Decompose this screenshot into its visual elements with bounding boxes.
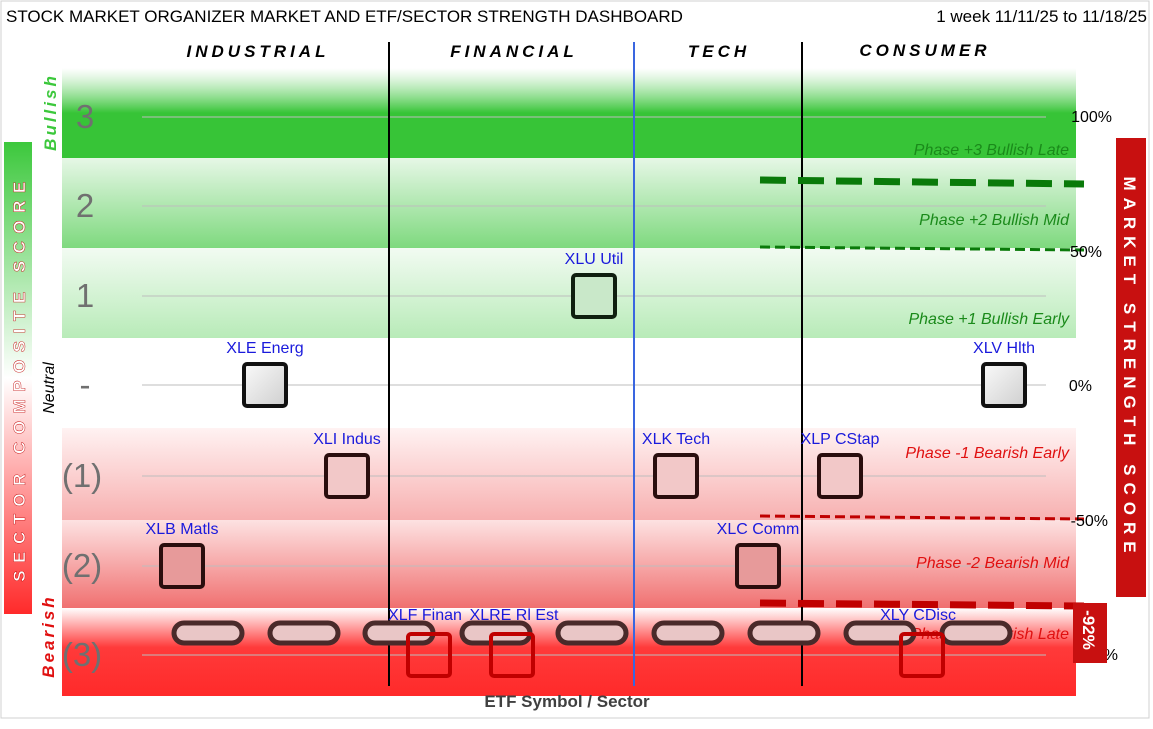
score-level-label: (3) xyxy=(62,636,102,673)
zone-label-bearish: Bearish xyxy=(39,594,58,677)
sector-header-industrial: INDUSTRIAL xyxy=(187,42,330,61)
band-bear-2 xyxy=(62,520,1076,608)
market-strength-value: -92% xyxy=(1079,610,1098,650)
score-level-label: - xyxy=(80,366,91,403)
score-level-labels: 3 2 1 - (1) (2) (3) xyxy=(62,98,102,673)
etf-point-box xyxy=(735,543,781,589)
phase-line-bull-upper xyxy=(759,176,1085,188)
etf-point-box xyxy=(571,273,617,319)
score-level-label: 2 xyxy=(76,187,94,224)
market-strength-bar xyxy=(1116,138,1146,597)
etf-point-box xyxy=(159,543,205,589)
right-tick-100-top: 100% xyxy=(1071,109,1112,126)
bearish-late-pill xyxy=(747,620,821,646)
etf-point-label: XLY CDisc xyxy=(880,607,956,624)
period-label: 1 week 11/11/25 to 11/18/25 xyxy=(936,7,1147,26)
phase-line-bull-lower xyxy=(759,245,1085,252)
band-bear-1 xyxy=(62,428,1076,520)
dashboard-title: STOCK MARKET ORGANIZER MARKET AND ETF/SE… xyxy=(6,7,683,26)
band-bull-2 xyxy=(62,158,1076,248)
etf-point-label: XLK Tech xyxy=(642,431,710,448)
zone-label-neutral: Neutral xyxy=(41,362,58,414)
phase-line-bear-lower xyxy=(759,599,1085,610)
composite-score-axis-label: SECTOR COMPOSITE SCORE xyxy=(10,174,29,581)
etf-point-box xyxy=(324,453,370,499)
market-strength-axis-label: MARKET STRENGTH SCORE xyxy=(1120,176,1139,559)
sector-header-consumer: CONSUMER xyxy=(859,41,990,60)
phase-label-bull-3: Phase +3 Bullish Late xyxy=(914,142,1069,159)
bearish-late-pill xyxy=(267,620,341,646)
phase-line-bear-upper xyxy=(759,514,1085,521)
bearish-late-markers xyxy=(171,620,1013,646)
phase-label-bear-2: Phase -2 Bearish Mid xyxy=(916,555,1070,572)
bearish-late-pill xyxy=(555,620,629,646)
etf-point-label: XLC Comm xyxy=(717,521,800,538)
right-tick-minus-50: -50% xyxy=(1071,513,1108,530)
bearish-late-pill xyxy=(171,620,245,646)
etf-point-box xyxy=(899,632,945,678)
etf-point-label: XLP CStap xyxy=(801,431,880,448)
score-level-label: (1) xyxy=(62,457,102,494)
etf-point-box xyxy=(489,632,535,678)
etf-point-label: XLV Hlth xyxy=(973,340,1035,357)
score-level-label: (2) xyxy=(62,547,102,584)
market-strength-marker xyxy=(1073,603,1107,663)
zone-label-bullish: Bullish xyxy=(41,73,60,151)
bearish-late-pill xyxy=(939,620,1013,646)
bearish-late-pill xyxy=(651,620,725,646)
score-level-label: 3 xyxy=(76,98,94,135)
phase-label-bear-1: Phase -1 Bearish Early xyxy=(905,445,1070,462)
etf-points: XLU Util XLE Energ XLV Hlth XLI Indus XLK Te… xyxy=(146,251,1035,678)
etf-point-label: XLU Util xyxy=(565,251,624,268)
etf-point-label: XLI Indus xyxy=(313,431,381,448)
etf-point-label: XLRE Rl Est xyxy=(470,607,559,624)
composite-score-bar xyxy=(4,142,32,614)
etf-point-box xyxy=(817,453,863,499)
phase-label-bull-1: Phase +1 Bullish Early xyxy=(908,311,1070,328)
x-axis-label: ETF Symbol / Sector xyxy=(484,692,650,711)
right-tick-50: 50% xyxy=(1070,244,1102,261)
phase-label-bull-2: Phase +2 Bullish Mid xyxy=(919,212,1070,229)
etf-point-label: XLF Finan xyxy=(388,607,462,624)
etf-point-box xyxy=(653,453,699,499)
etf-point-box xyxy=(406,632,452,678)
right-tick-0: 0% xyxy=(1069,378,1092,395)
etf-point-label: XLE Energ xyxy=(226,340,303,357)
band-bull-1 xyxy=(62,248,1076,338)
score-level-label: 1 xyxy=(76,277,94,314)
sector-header-tech: TECH xyxy=(688,42,750,61)
score-bands xyxy=(62,68,1076,696)
band-bull-3 xyxy=(62,68,1076,158)
etf-point-box xyxy=(242,362,288,408)
sector-header-financial: FINANCIAL xyxy=(450,42,578,61)
etf-point-box xyxy=(981,362,1027,408)
etf-point-label: XLB Matls xyxy=(146,521,219,538)
